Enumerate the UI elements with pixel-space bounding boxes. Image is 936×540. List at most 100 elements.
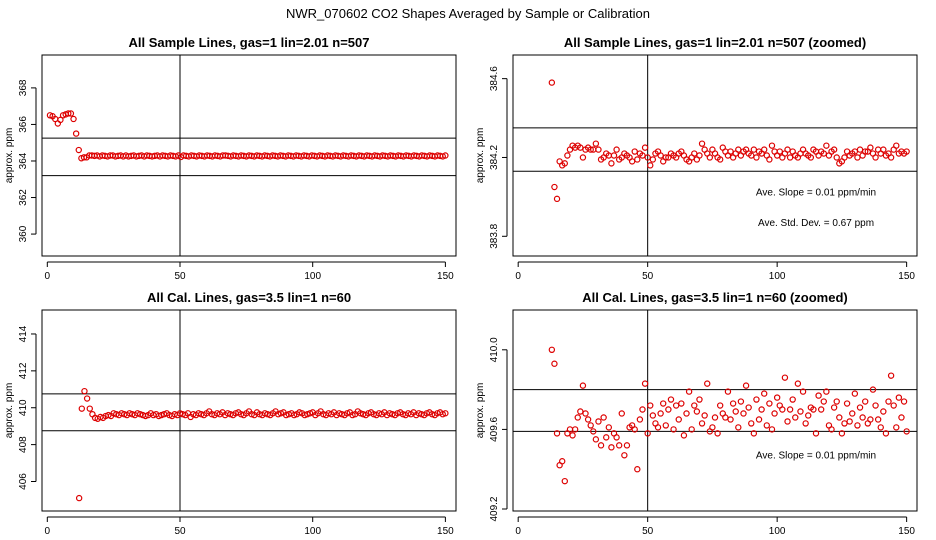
- data-point: [882, 430, 890, 437]
- data-point: [856, 146, 864, 153]
- y-tick-label: 368: [18, 79, 29, 96]
- data-point: [704, 380, 711, 387]
- data-point: [548, 79, 556, 86]
- data-point: [696, 152, 703, 159]
- y-tick-label: 360: [18, 225, 29, 242]
- data-point: [660, 400, 667, 407]
- data-point: [880, 146, 887, 153]
- data-point: [605, 424, 613, 431]
- data-point: [72, 130, 80, 137]
- data-point: [590, 428, 597, 435]
- data-point: [706, 154, 714, 161]
- data-point: [57, 116, 64, 124]
- x-tick-label: 0: [45, 271, 51, 282]
- data-point: [662, 422, 669, 429]
- panel-title: All Sample Lines, gas=1 lin=2.01 n=507 (…: [564, 35, 866, 50]
- data-point: [665, 406, 672, 413]
- data-point: [724, 388, 732, 395]
- data-point: [657, 410, 664, 417]
- data-point: [893, 424, 900, 431]
- data-point: [885, 398, 892, 405]
- data-point: [887, 154, 895, 161]
- data-point: [823, 388, 830, 395]
- data-point: [880, 408, 887, 415]
- data-point: [680, 432, 688, 439]
- data-point: [564, 152, 571, 159]
- data-point: [771, 410, 778, 417]
- data-point: [688, 426, 695, 433]
- data-point: [802, 420, 809, 427]
- y-tick-label: 412: [18, 362, 29, 379]
- data-point: [571, 426, 579, 433]
- data-point: [867, 416, 874, 423]
- data-point: [761, 146, 768, 153]
- data-point: [766, 400, 773, 407]
- y-tick-label: 383.8: [489, 223, 500, 248]
- data-point: [833, 398, 840, 405]
- data-point: [862, 148, 869, 155]
- data-point: [838, 430, 846, 437]
- annotation-text: Ave. Slope = 0.01 ppm/min: [756, 188, 876, 199]
- x-tick-label: 0: [515, 526, 521, 537]
- data-point: [693, 408, 701, 415]
- data-point: [551, 360, 558, 367]
- data-point: [903, 428, 910, 435]
- x-tick-label: 0: [515, 271, 521, 282]
- data-point: [696, 396, 703, 403]
- y-axis-label: approx. ppm: [4, 128, 15, 184]
- data-point: [442, 152, 449, 159]
- data-point: [698, 140, 706, 147]
- data-point: [841, 420, 848, 427]
- data-point: [748, 420, 755, 427]
- data-point: [895, 394, 903, 401]
- data-point: [805, 412, 812, 419]
- data-point: [740, 410, 747, 417]
- data-point: [631, 148, 638, 155]
- data-point: [634, 156, 641, 163]
- data-point: [828, 426, 835, 433]
- data-point: [843, 400, 851, 407]
- data-point: [753, 154, 760, 161]
- y-tick-label: 414: [18, 325, 29, 342]
- data-point: [766, 156, 773, 163]
- data-point: [86, 405, 93, 412]
- data-point: [758, 406, 765, 413]
- data-point: [750, 146, 758, 153]
- panel-1: All Sample Lines, gas=1 lin=2.01 n=507 0 5…: [4, 35, 457, 282]
- plot-frame: [512, 309, 918, 512]
- data-point: [83, 395, 91, 402]
- x-tick-label: 100: [304, 526, 321, 537]
- data-point: [797, 408, 804, 415]
- x-tick-label: 0: [45, 526, 51, 537]
- data-point: [815, 392, 822, 399]
- data-point: [579, 382, 587, 389]
- x-tick-label: 150: [898, 271, 915, 282]
- data-point: [685, 388, 693, 395]
- data-point: [862, 398, 869, 405]
- data-point: [877, 424, 884, 431]
- data-point: [613, 146, 620, 153]
- data-point: [701, 412, 708, 419]
- data-point: [577, 408, 584, 415]
- annotation-text: Ave. Std. Dev. = 0.67 ppm: [758, 218, 874, 229]
- y-tick-label: 410.0: [489, 337, 500, 362]
- data-point: [595, 418, 602, 425]
- data-point: [810, 406, 817, 413]
- y-tick-label: 410: [18, 399, 29, 416]
- data-point: [830, 404, 838, 411]
- data-point: [784, 146, 791, 153]
- x-tick-label: 50: [174, 271, 186, 282]
- data-point: [755, 416, 763, 423]
- data-point: [716, 156, 724, 163]
- x-tick-label: 50: [642, 526, 654, 537]
- data-point: [761, 390, 768, 397]
- data-point: [893, 142, 900, 149]
- y-axis-label: approx. ppm: [4, 383, 15, 439]
- data-point: [636, 416, 644, 423]
- x-tick-label: 150: [437, 271, 454, 282]
- data-point: [672, 402, 680, 409]
- data-point: [763, 422, 770, 429]
- data-point: [903, 148, 910, 155]
- data-point: [799, 388, 807, 395]
